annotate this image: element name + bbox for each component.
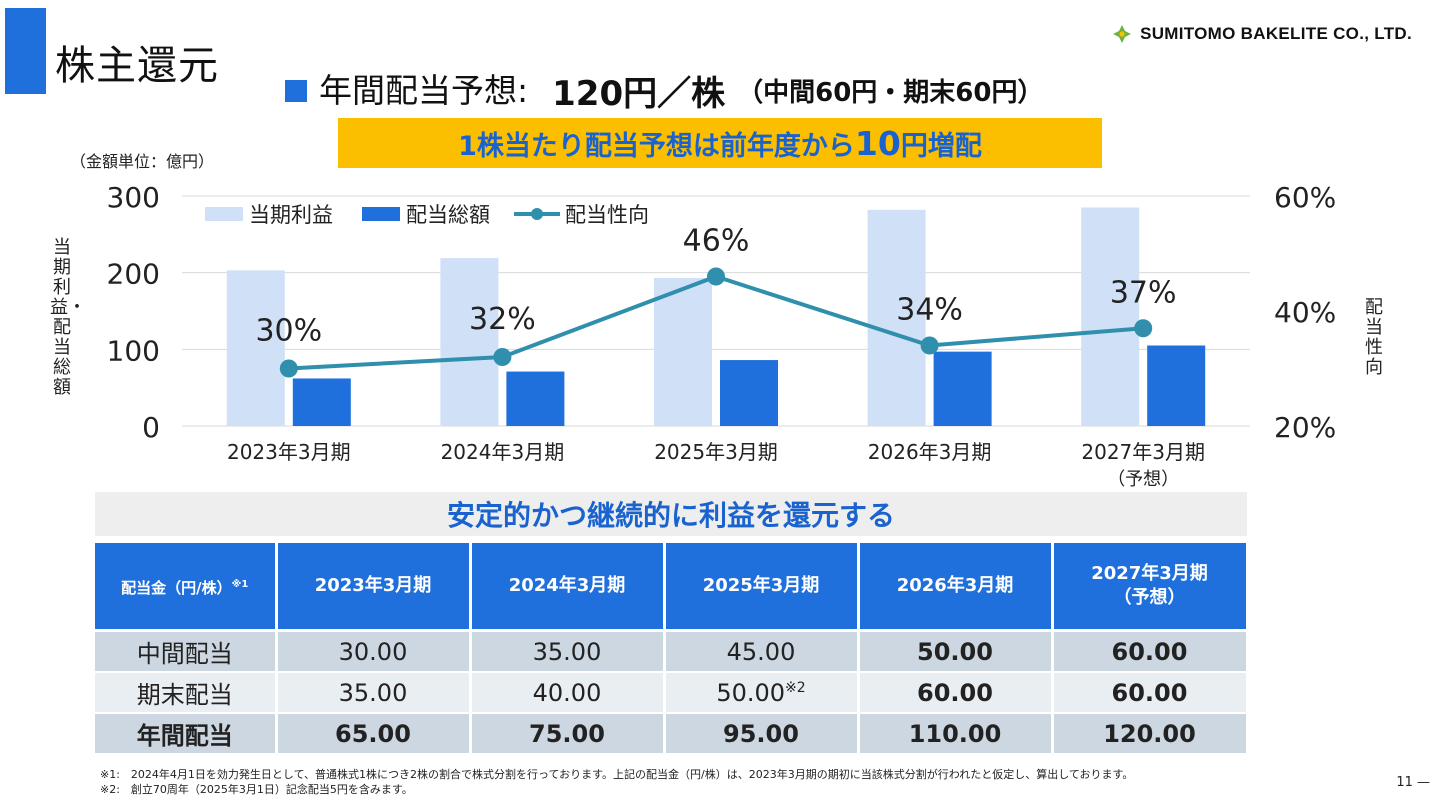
row-label: 年間配当 [95, 713, 278, 755]
table-cell: 40.00 [470, 672, 666, 714]
table-header-cell: 2023年3月期 [276, 543, 472, 632]
y-axis-right-label: 配当性向 [1365, 297, 1383, 378]
x-tick-label: 2024年3月期 [441, 440, 565, 464]
table-row: 中間配当 30.00 35.00 45.00 50.00 60.00 [95, 630, 1249, 673]
bar-total-dividend [720, 360, 778, 426]
dividend-table: 配当金（円/株）※1 2023年3月期 2024年3月期 2025年3月期 20… [95, 543, 1249, 755]
table-header-cell: 2025年3月期 [664, 543, 860, 632]
payout-ratio-line [288, 274, 1144, 371]
table-cell: 60.00 [1052, 672, 1249, 714]
y-tick-right: 20% [1274, 411, 1336, 444]
title-accent-bar [5, 8, 46, 94]
table-header-first: 配当金（円/株）※1 [95, 543, 278, 632]
y-axis-left-label: 当期利益・配当総額 [50, 237, 86, 398]
table-cell: 95.00 [664, 713, 860, 755]
unit-note: （金額単位：億円） [70, 152, 215, 171]
banner-suffix: 円増配 [900, 130, 982, 162]
payout-ratio-label: 30% [255, 314, 322, 349]
table-cell: 30.00 [276, 630, 472, 673]
bar-net-profit [440, 258, 499, 426]
payout-ratio-point [493, 348, 512, 366]
y-tick-left: 300 [107, 181, 160, 214]
x-tick-label: 2027年3月期 [1081, 440, 1205, 464]
logo-text: SUMITOMO BAKELITE CO., LTD. [1140, 24, 1412, 43]
company-logo: SUMITOMO BAKELITE CO., LTD. [1112, 24, 1412, 44]
payout-ratio-point [279, 359, 298, 378]
footnote-1: ※1: 2024年4月1日を効力発生日として、普通株式1株につき2株の割合で株式… [100, 768, 1134, 781]
page-title: 株主還元 [55, 43, 219, 89]
payout-ratio-label: 46% [683, 224, 750, 259]
x-tick-label: 2025年3月期 [654, 440, 778, 464]
x-tick-label: 2026年3月期 [868, 440, 992, 464]
logo-mark-icon [1113, 25, 1132, 43]
table-cell: 75.00 [470, 713, 666, 755]
table-cell: 45.00 [664, 630, 860, 673]
headline-label: 年間配当予想: [319, 70, 529, 110]
table-cell: 60.00 [858, 672, 1054, 714]
legend-label-net-profit: 当期利益 [249, 203, 333, 227]
table-cell: 120.00 [1052, 713, 1249, 755]
table-cell: 60.00 [1052, 630, 1249, 673]
headline-bullet-icon [285, 79, 307, 102]
payout-ratio-label: 32% [469, 302, 536, 337]
table-cell: 50.00 [858, 630, 1054, 673]
bar-net-profit [867, 209, 926, 426]
y-tick-left: 0 [142, 411, 160, 444]
y-tick-left: 200 [107, 258, 160, 291]
bar-total-dividend [506, 371, 565, 426]
legend-marker-payout-ratio [531, 208, 543, 220]
table-row: 期末配当 35.00 40.00 50.00※2 60.00 60.00 [95, 672, 1249, 714]
row-label: 期末配当 [95, 672, 278, 714]
legend-swatch-total-dividend [362, 207, 400, 221]
row-label: 中間配当 [95, 630, 278, 673]
bar-net-profit [226, 270, 285, 426]
y-tick-right: 60% [1274, 181, 1336, 214]
bar-total-dividend [933, 351, 992, 426]
banner-prefix: 1株当たり配当予想は前年度から [458, 130, 855, 162]
bar-net-profit [654, 278, 712, 426]
footnotes: ※1: 2024年4月1日を効力発生日として、普通株式1株につき2株の割合で株式… [100, 767, 1133, 797]
dividend-chart: 0 100 200 300 20% 40% 60% 30% 32% 46% 34% 37% 2023年3… [107, 181, 1337, 490]
headline-amount: 120円／株 [552, 74, 726, 114]
table-header-row: 配当金（円/株）※1 2023年3月期 2024年3月期 2025年3月期 20… [95, 543, 1249, 632]
payout-ratio-label: 37% [1110, 275, 1177, 310]
banner-amount: 10 [854, 123, 901, 163]
page-number: 11 — [1396, 775, 1430, 790]
commemorative-note-mark: ※2 [785, 679, 806, 696]
x-tick-sublabel: （予想） [1107, 469, 1179, 490]
policy-band: 安定的かつ継続的に利益を還元する [95, 492, 1247, 536]
dividend-headline: 年間配当予想: 120円／株 （中間60円・期末60円） [285, 66, 1043, 115]
table-header-cell: 2026年3月期 [858, 543, 1054, 632]
legend-swatch-net-profit [205, 207, 243, 221]
table-cell: 35.00 [276, 672, 472, 714]
bar-net-profit [1081, 207, 1140, 426]
table-row: 年間配当 65.00 75.00 95.00 110.00 120.00 [95, 713, 1249, 755]
payout-ratio-point [1134, 319, 1153, 338]
bar-total-dividend [1147, 345, 1206, 426]
y-tick-left: 100 [107, 334, 160, 367]
table-cell: 110.00 [858, 713, 1054, 755]
table-cell: 35.00 [470, 630, 666, 673]
y-tick-right: 40% [1274, 296, 1336, 329]
bar-total-dividend [292, 378, 351, 426]
table-header-cell: 2027年3月期 （予想） [1052, 543, 1249, 632]
table-cell: 50.00※2 [664, 672, 860, 714]
legend-label-total-dividend: 配当総額 [406, 203, 490, 227]
headline-detail: （中間60円・期末60円） [737, 78, 1044, 108]
footnote-2: ※2: 創立70周年（2025年3月1日）記念配当5円を含みます。 [100, 783, 413, 796]
payout-ratio-label: 34% [896, 293, 963, 328]
payout-ratio-point [707, 267, 725, 286]
table-cell: 65.00 [276, 713, 472, 755]
x-tick-label: 2023年3月期 [227, 440, 351, 464]
payout-ratio-point [920, 336, 939, 355]
legend-label-payout-ratio: 配当性向 [565, 203, 649, 227]
table-header-cell: 2024年3月期 [470, 543, 666, 632]
increase-banner: 1株当たり配当予想は前年度から 10 円増配 [338, 118, 1102, 168]
